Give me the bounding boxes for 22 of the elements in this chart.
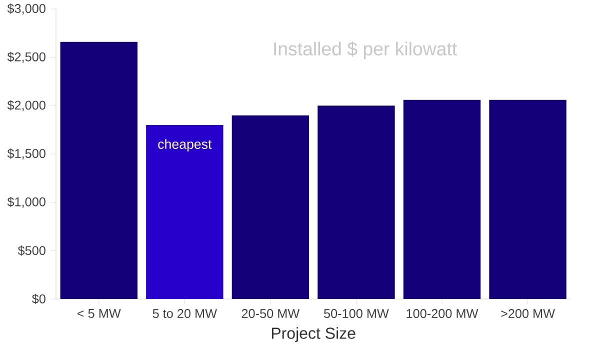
bar xyxy=(60,42,138,299)
x-tick-label: 5 to 20 MW xyxy=(152,309,217,318)
y-tick-label: $2,000 xyxy=(7,100,46,112)
text: Installed $ per kilowatt xyxy=(274,41,457,60)
x-tick-label: < 5 MW xyxy=(78,309,121,318)
x-axis-title: Project Size xyxy=(272,327,356,342)
bar xyxy=(232,115,310,299)
bar xyxy=(146,125,224,299)
y-tick-label: $1,000 xyxy=(7,196,46,208)
y-tick-label: $2,500 xyxy=(7,52,46,63)
x-tick-label: 100-200 MW xyxy=(406,309,478,318)
x-tick-label: 20-50 MW xyxy=(242,309,300,318)
y-tick-label: $500 xyxy=(18,246,46,256)
y-tick-label: $0 xyxy=(32,294,46,304)
bar xyxy=(403,100,481,299)
y-tick-label: $1,500 xyxy=(7,148,46,160)
bar xyxy=(489,100,566,299)
x-tick-label: 50-100 MW xyxy=(324,309,389,318)
annotation: cheapest xyxy=(158,139,212,152)
bar xyxy=(318,106,395,299)
x-tick-label: >200 MW xyxy=(501,309,556,318)
y-tick-label: $3,000 xyxy=(7,3,46,15)
